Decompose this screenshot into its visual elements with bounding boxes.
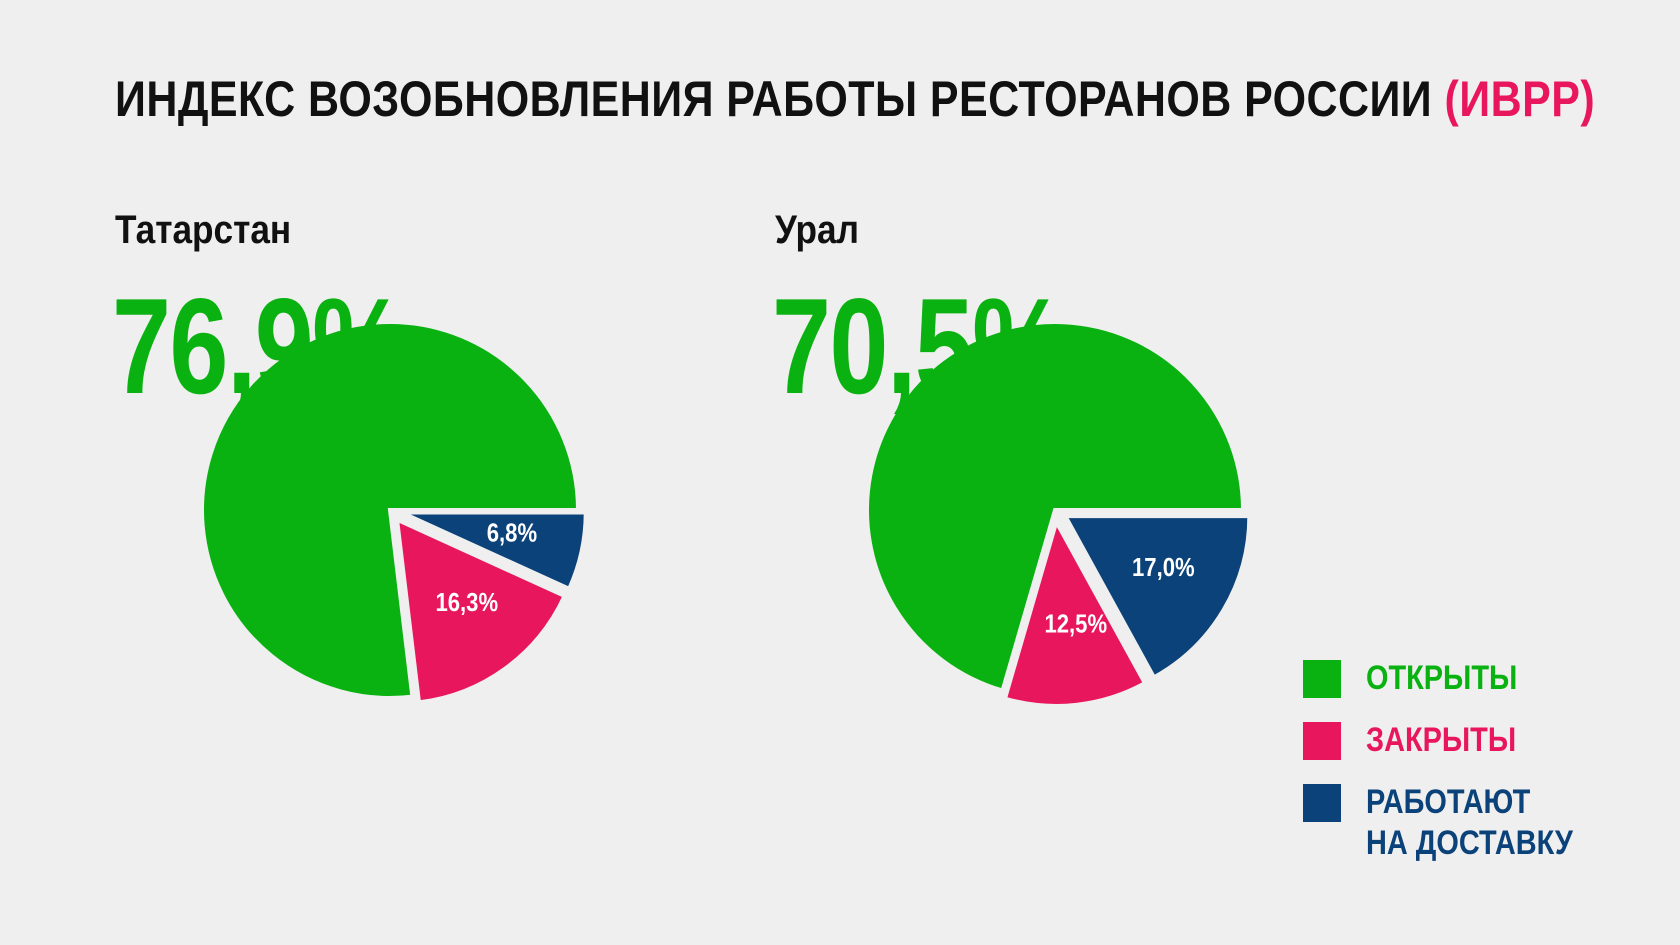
pie-slice-delivery-tatarstan <box>400 510 588 592</box>
pie-slice-delivery-ural <box>1061 514 1252 681</box>
chart-title-tatarstan: Татарстан <box>115 208 292 252</box>
pie-svg-ural: 17,0% 12,5% <box>865 320 1252 708</box>
pie-slice-open-tatarstan <box>200 320 581 700</box>
legend-label-delivery-line2: НА ДОСТАВКУ <box>1366 823 1573 862</box>
pie-slice-open-ural <box>865 320 1246 694</box>
pie-chart-ural: 17,0% 12,5% <box>845 300 1285 745</box>
slice-label-closed-ural: 12,5% <box>1044 610 1107 639</box>
legend-swatch-open <box>1303 660 1341 698</box>
legend-label-closed: ЗАКРЫТЫ <box>1366 721 1517 759</box>
legend-label-delivery-line1: РАБОТАЮТ <box>1366 783 1531 821</box>
slice-label-closed-tatarstan: 16,3% <box>435 588 498 617</box>
page-title: ИНДЕКС ВОЗОБНОВЛЕНИЯ РАБОТЫ РЕСТОРАНОВ Р… <box>115 70 1595 128</box>
headline-percent-tatarstan: 76,9% <box>112 270 407 422</box>
slice-label-delivery-tatarstan: 6,8% <box>487 519 537 548</box>
chart-title-ural: Урал <box>775 208 859 252</box>
title-main: ИНДЕКС ВОЗОБНОВЛЕНИЯ РАБОТЫ РЕСТОРАНОВ Р… <box>115 71 1433 127</box>
legend-swatch-closed <box>1303 722 1341 760</box>
legend-swatch-delivery <box>1303 784 1341 822</box>
pie-slice-closed-ural <box>1002 516 1148 708</box>
legend-label-open: ОТКРЫТЫ <box>1366 659 1518 697</box>
title-accent: (ИВРР) <box>1444 71 1596 127</box>
legend-label-delivery: РАБОТАЮТ НА ДОСТАВКУ <box>1366 782 1573 864</box>
pie-slice-closed-tatarstan <box>394 516 568 705</box>
pie-chart-tatarstan: 6,8% 16,3% <box>180 300 620 745</box>
headline-percent-ural: 70,5% <box>772 270 1067 422</box>
pie-svg-tatarstan: 6,8% 16,3% <box>200 320 588 705</box>
slice-label-delivery-ural: 17,0% <box>1132 554 1195 583</box>
